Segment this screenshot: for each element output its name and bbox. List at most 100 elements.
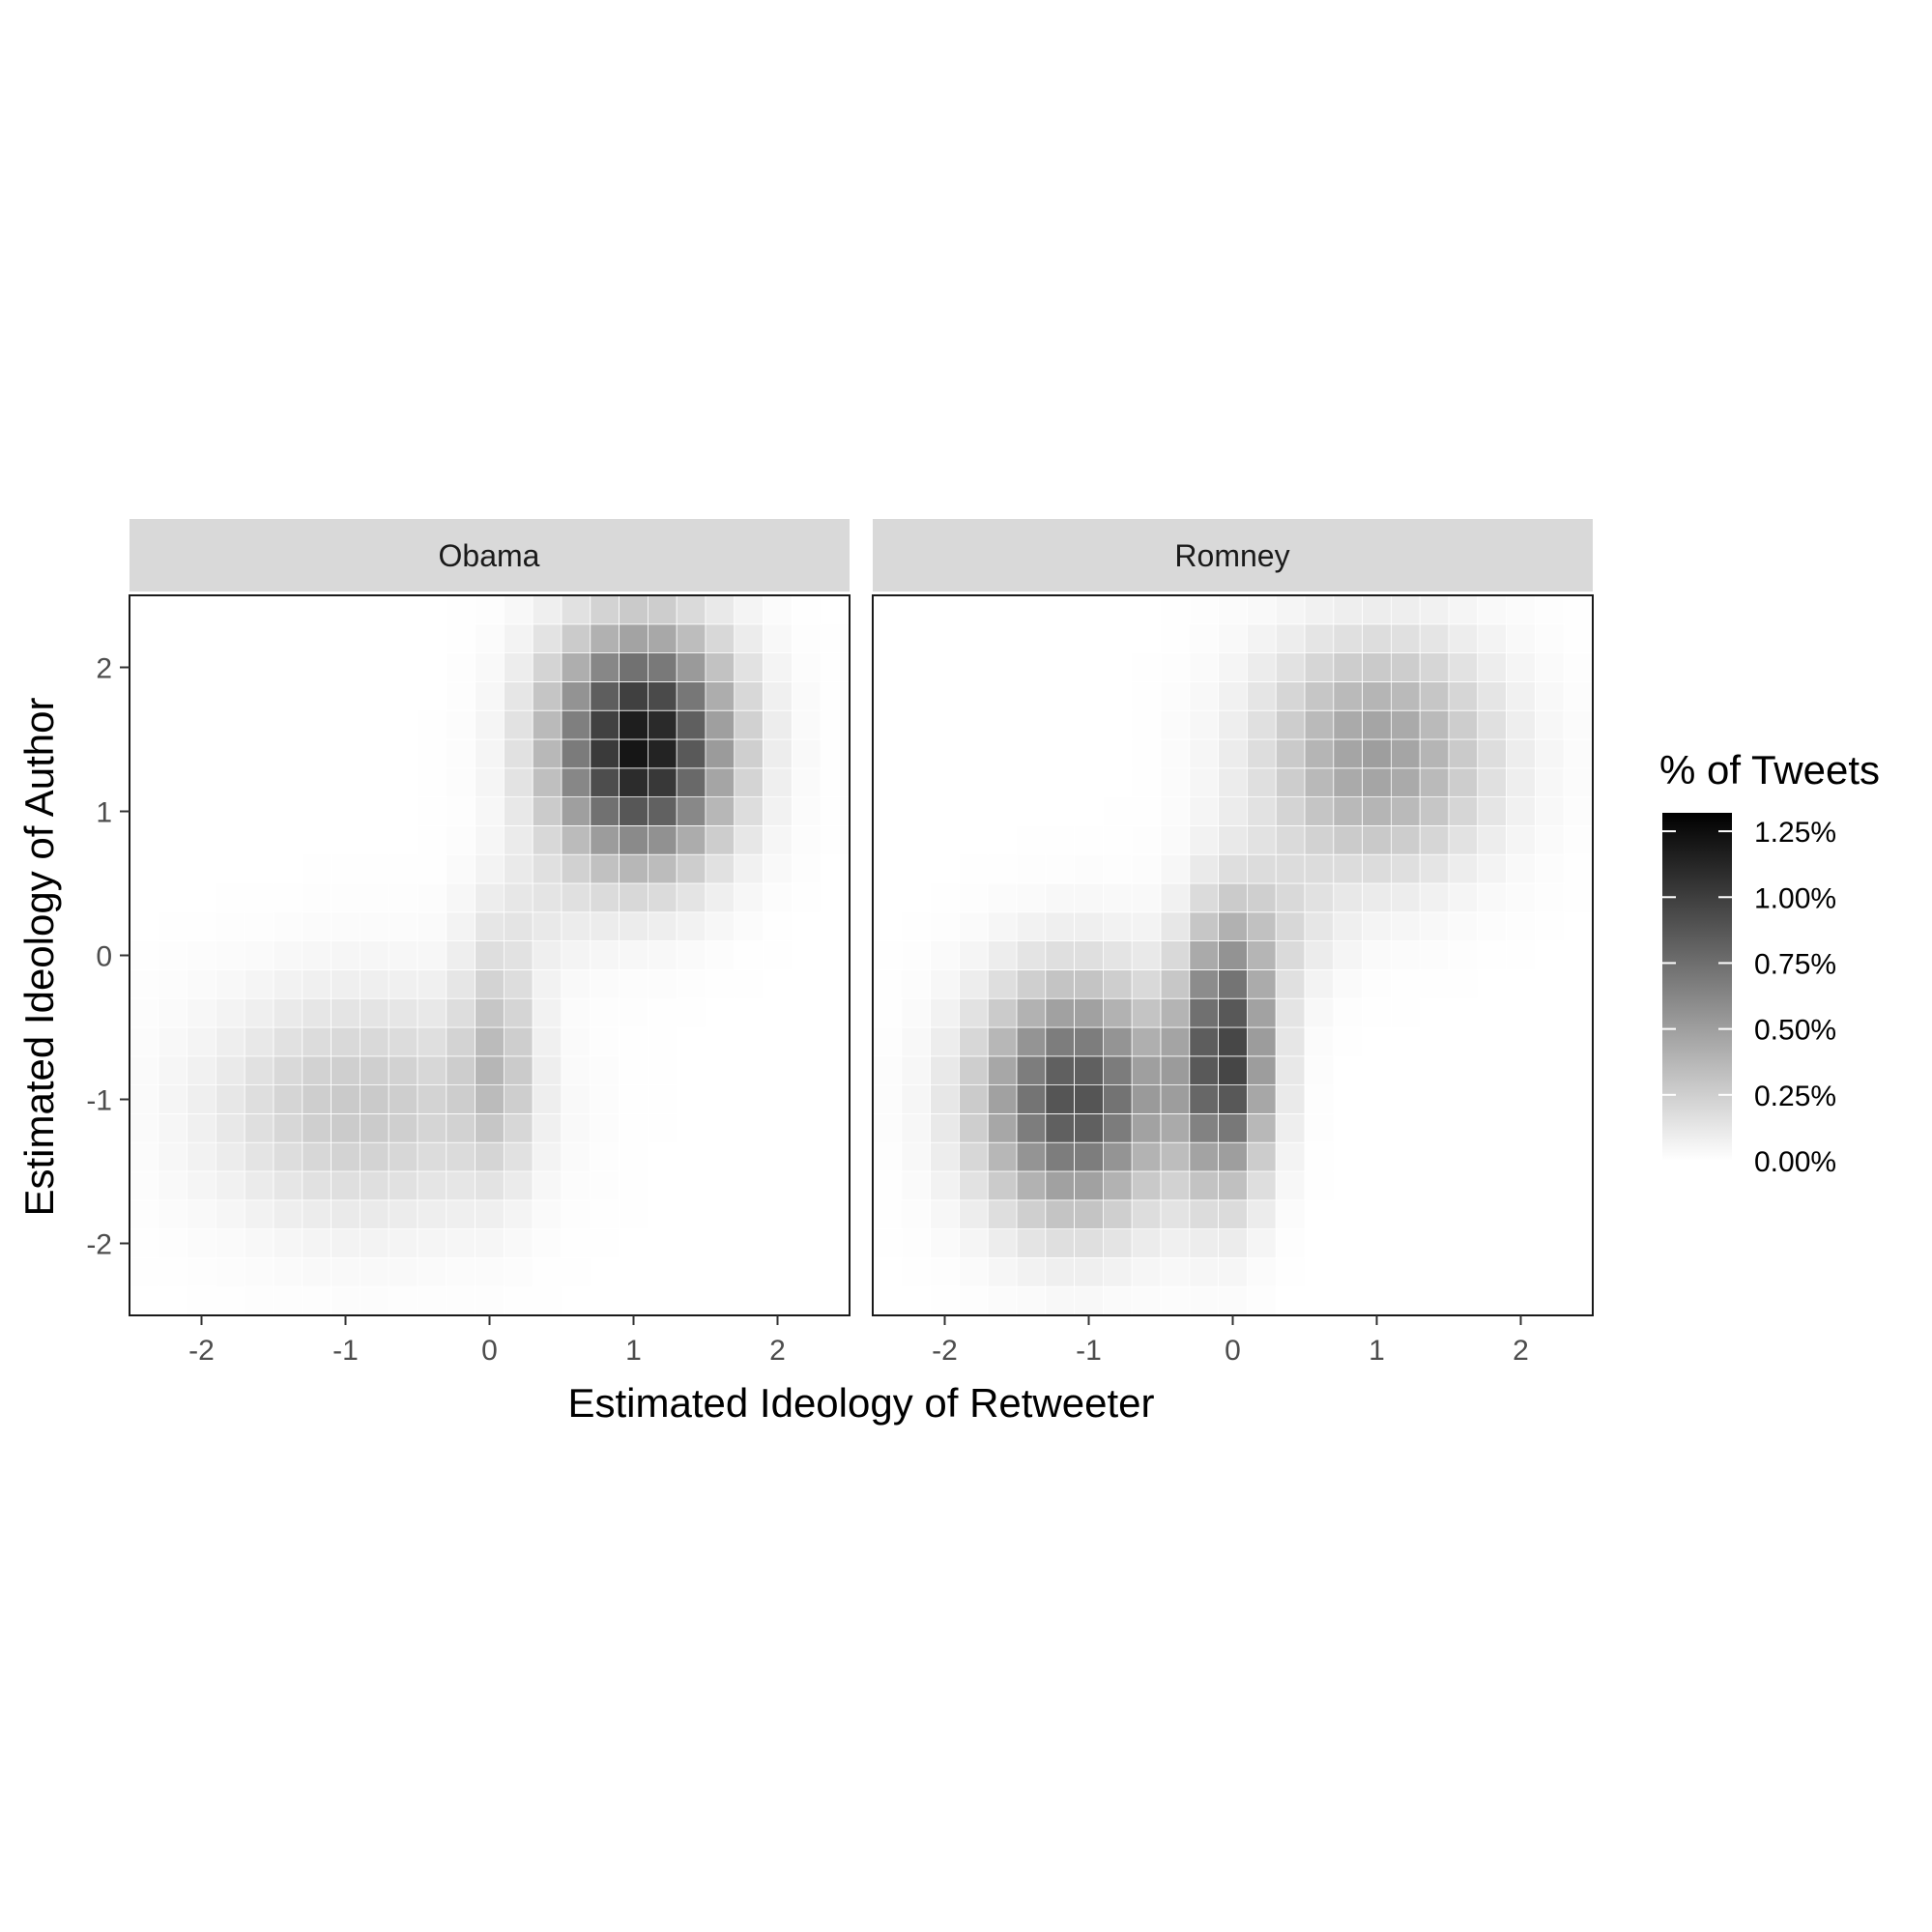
heatmap-tile [988, 1257, 1017, 1286]
heatmap-tile [245, 624, 274, 653]
heatmap-tile [591, 1257, 620, 1286]
heatmap-tile [1075, 1229, 1104, 1258]
heatmap-tile [1075, 1257, 1104, 1286]
heatmap-tile [504, 1257, 533, 1286]
heatmap-tile [620, 1286, 649, 1315]
heatmap-tile [303, 1229, 332, 1258]
heatmap-tile [821, 825, 850, 854]
heatmap-tile [533, 1286, 562, 1315]
heatmap-tile [1334, 739, 1363, 768]
heatmap-tile [764, 681, 793, 710]
heatmap-tile [677, 595, 706, 624]
heatmap-tile [988, 1085, 1017, 1114]
heatmap-tile [1535, 854, 1564, 883]
heatmap-tile [1334, 653, 1363, 682]
heatmap-tile [1478, 653, 1507, 682]
heatmap-tile [216, 595, 245, 624]
heatmap-tile [1334, 969, 1363, 998]
heatmap-tile [130, 912, 159, 941]
heatmap-tile [274, 653, 303, 682]
heatmap-tile [159, 681, 187, 710]
heatmap-tile [1132, 710, 1161, 739]
heatmap-tile [130, 1027, 159, 1056]
heatmap-tile [1017, 883, 1046, 912]
heatmap-tile [902, 941, 931, 970]
heatmap-tile [677, 854, 706, 883]
heatmap-tile [187, 912, 216, 941]
heatmap-tile [1449, 653, 1478, 682]
heatmap-tile [792, 1027, 821, 1056]
heatmap-tile [706, 595, 735, 624]
heatmap-tile [562, 624, 591, 653]
heatmap-tile [533, 739, 562, 768]
heatmap-tile [764, 883, 793, 912]
x-tick-label: 2 [769, 1335, 786, 1367]
heatmap-tile [1449, 1113, 1478, 1142]
heatmap-tile [735, 739, 764, 768]
heatmap-tile [620, 1229, 649, 1258]
heatmap-tile [931, 1085, 960, 1114]
heatmap-tile [988, 969, 1017, 998]
heatmap-tile [1017, 653, 1046, 682]
heatmap-tile [504, 1142, 533, 1171]
heatmap-tile [735, 969, 764, 998]
heatmap-tile [591, 797, 620, 826]
heatmap-tile [1247, 739, 1276, 768]
heatmap-tile [418, 1056, 447, 1085]
heatmap-tile [706, 768, 735, 797]
heatmap-tile [902, 998, 931, 1027]
heatmap-tile [504, 969, 533, 998]
heatmap-tile [1535, 912, 1564, 941]
heatmap-tile [959, 1257, 988, 1286]
heatmap-tile [1075, 681, 1104, 710]
heatmap-tile [1103, 1085, 1132, 1114]
heatmap-tile [216, 912, 245, 941]
heatmap-tile [1276, 1027, 1305, 1056]
heatmap-tile [1478, 1056, 1507, 1085]
heatmap-tile [1075, 941, 1104, 970]
heatmap-tile [389, 1171, 418, 1200]
heatmap-tile [274, 797, 303, 826]
heatmap-tile [1564, 1200, 1593, 1229]
heatmap-tile [1334, 941, 1363, 970]
heatmap-tile [620, 1056, 649, 1085]
heatmap-tile [1363, 969, 1392, 998]
heatmap-tile [187, 854, 216, 883]
heatmap-tile [735, 653, 764, 682]
heatmap-tile [476, 1257, 505, 1286]
heatmap-tile [562, 1142, 591, 1171]
heatmap-tile [591, 941, 620, 970]
heatmap-tile [245, 854, 274, 883]
heatmap-tile [1161, 681, 1190, 710]
heatmap-tile [389, 1113, 418, 1142]
heatmap-tile [1449, 1027, 1478, 1056]
heatmap-tile [1075, 710, 1104, 739]
heatmap-tile [792, 854, 821, 883]
heatmap-tile [159, 768, 187, 797]
heatmap-tile [1247, 969, 1276, 998]
heatmap-tile [274, 998, 303, 1027]
heatmap-tile [959, 595, 988, 624]
heatmap-tile [591, 710, 620, 739]
heatmap-tile [159, 653, 187, 682]
heatmap-tile [1391, 998, 1420, 1027]
heatmap-tile [735, 1286, 764, 1315]
heatmap-tile [648, 1085, 677, 1114]
heatmap-tile [764, 1056, 793, 1085]
heatmap-tile [130, 1229, 159, 1258]
tiles-romney [873, 595, 1593, 1315]
heatmap-tile [620, 912, 649, 941]
heatmap-tile [648, 969, 677, 998]
heatmap-tile [1190, 1200, 1219, 1229]
heatmap-tile [1391, 710, 1420, 739]
heatmap-tile [902, 1113, 931, 1142]
heatmap-tile [1247, 653, 1276, 682]
heatmap-tile [1276, 739, 1305, 768]
heatmap-tile [418, 854, 447, 883]
heatmap-tile [216, 1085, 245, 1114]
heatmap-tile [1276, 1286, 1305, 1315]
heatmap-tile [959, 941, 988, 970]
heatmap-tile [1420, 1027, 1449, 1056]
heatmap-tile [1190, 1229, 1219, 1258]
heatmap-tile [360, 1229, 389, 1258]
